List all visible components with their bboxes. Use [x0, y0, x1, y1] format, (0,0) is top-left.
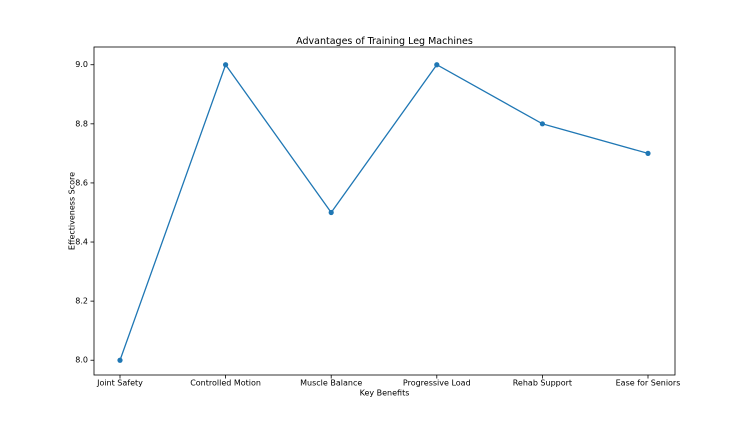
- y-tick-label: 9.0: [75, 60, 88, 69]
- x-tick-label: Rehab Support: [513, 379, 572, 388]
- y-tick-label: 8.0: [75, 356, 88, 365]
- x-tick-label: Muscle Balance: [300, 379, 362, 388]
- chart-title: Advantages of Training Leg Machines: [296, 36, 473, 47]
- x-axis-label: Key Benefits: [360, 389, 410, 398]
- y-tick-label: 8.4: [75, 238, 88, 247]
- x-tick-label: Joint Safety: [96, 379, 143, 388]
- y-axis-label: Effectiveness Score: [68, 172, 77, 250]
- y-tick-label: 8.8: [75, 119, 88, 128]
- data-point: [328, 209, 334, 216]
- data-point: [539, 121, 546, 127]
- data-point: [645, 150, 651, 156]
- data-point: [223, 62, 229, 68]
- plot-frame: [93, 46, 676, 376]
- data-point: [434, 62, 440, 68]
- y-tick-label: 8.6: [75, 178, 88, 187]
- y-tick-label: 8.2: [75, 297, 88, 306]
- data-line: [119, 63, 649, 361]
- x-tick-label: Progressive Load: [403, 379, 471, 388]
- x-tick-label: Ease for Seniors: [616, 379, 681, 388]
- data-point: [117, 357, 123, 363]
- x-tick-label: Controlled Motion: [190, 379, 261, 388]
